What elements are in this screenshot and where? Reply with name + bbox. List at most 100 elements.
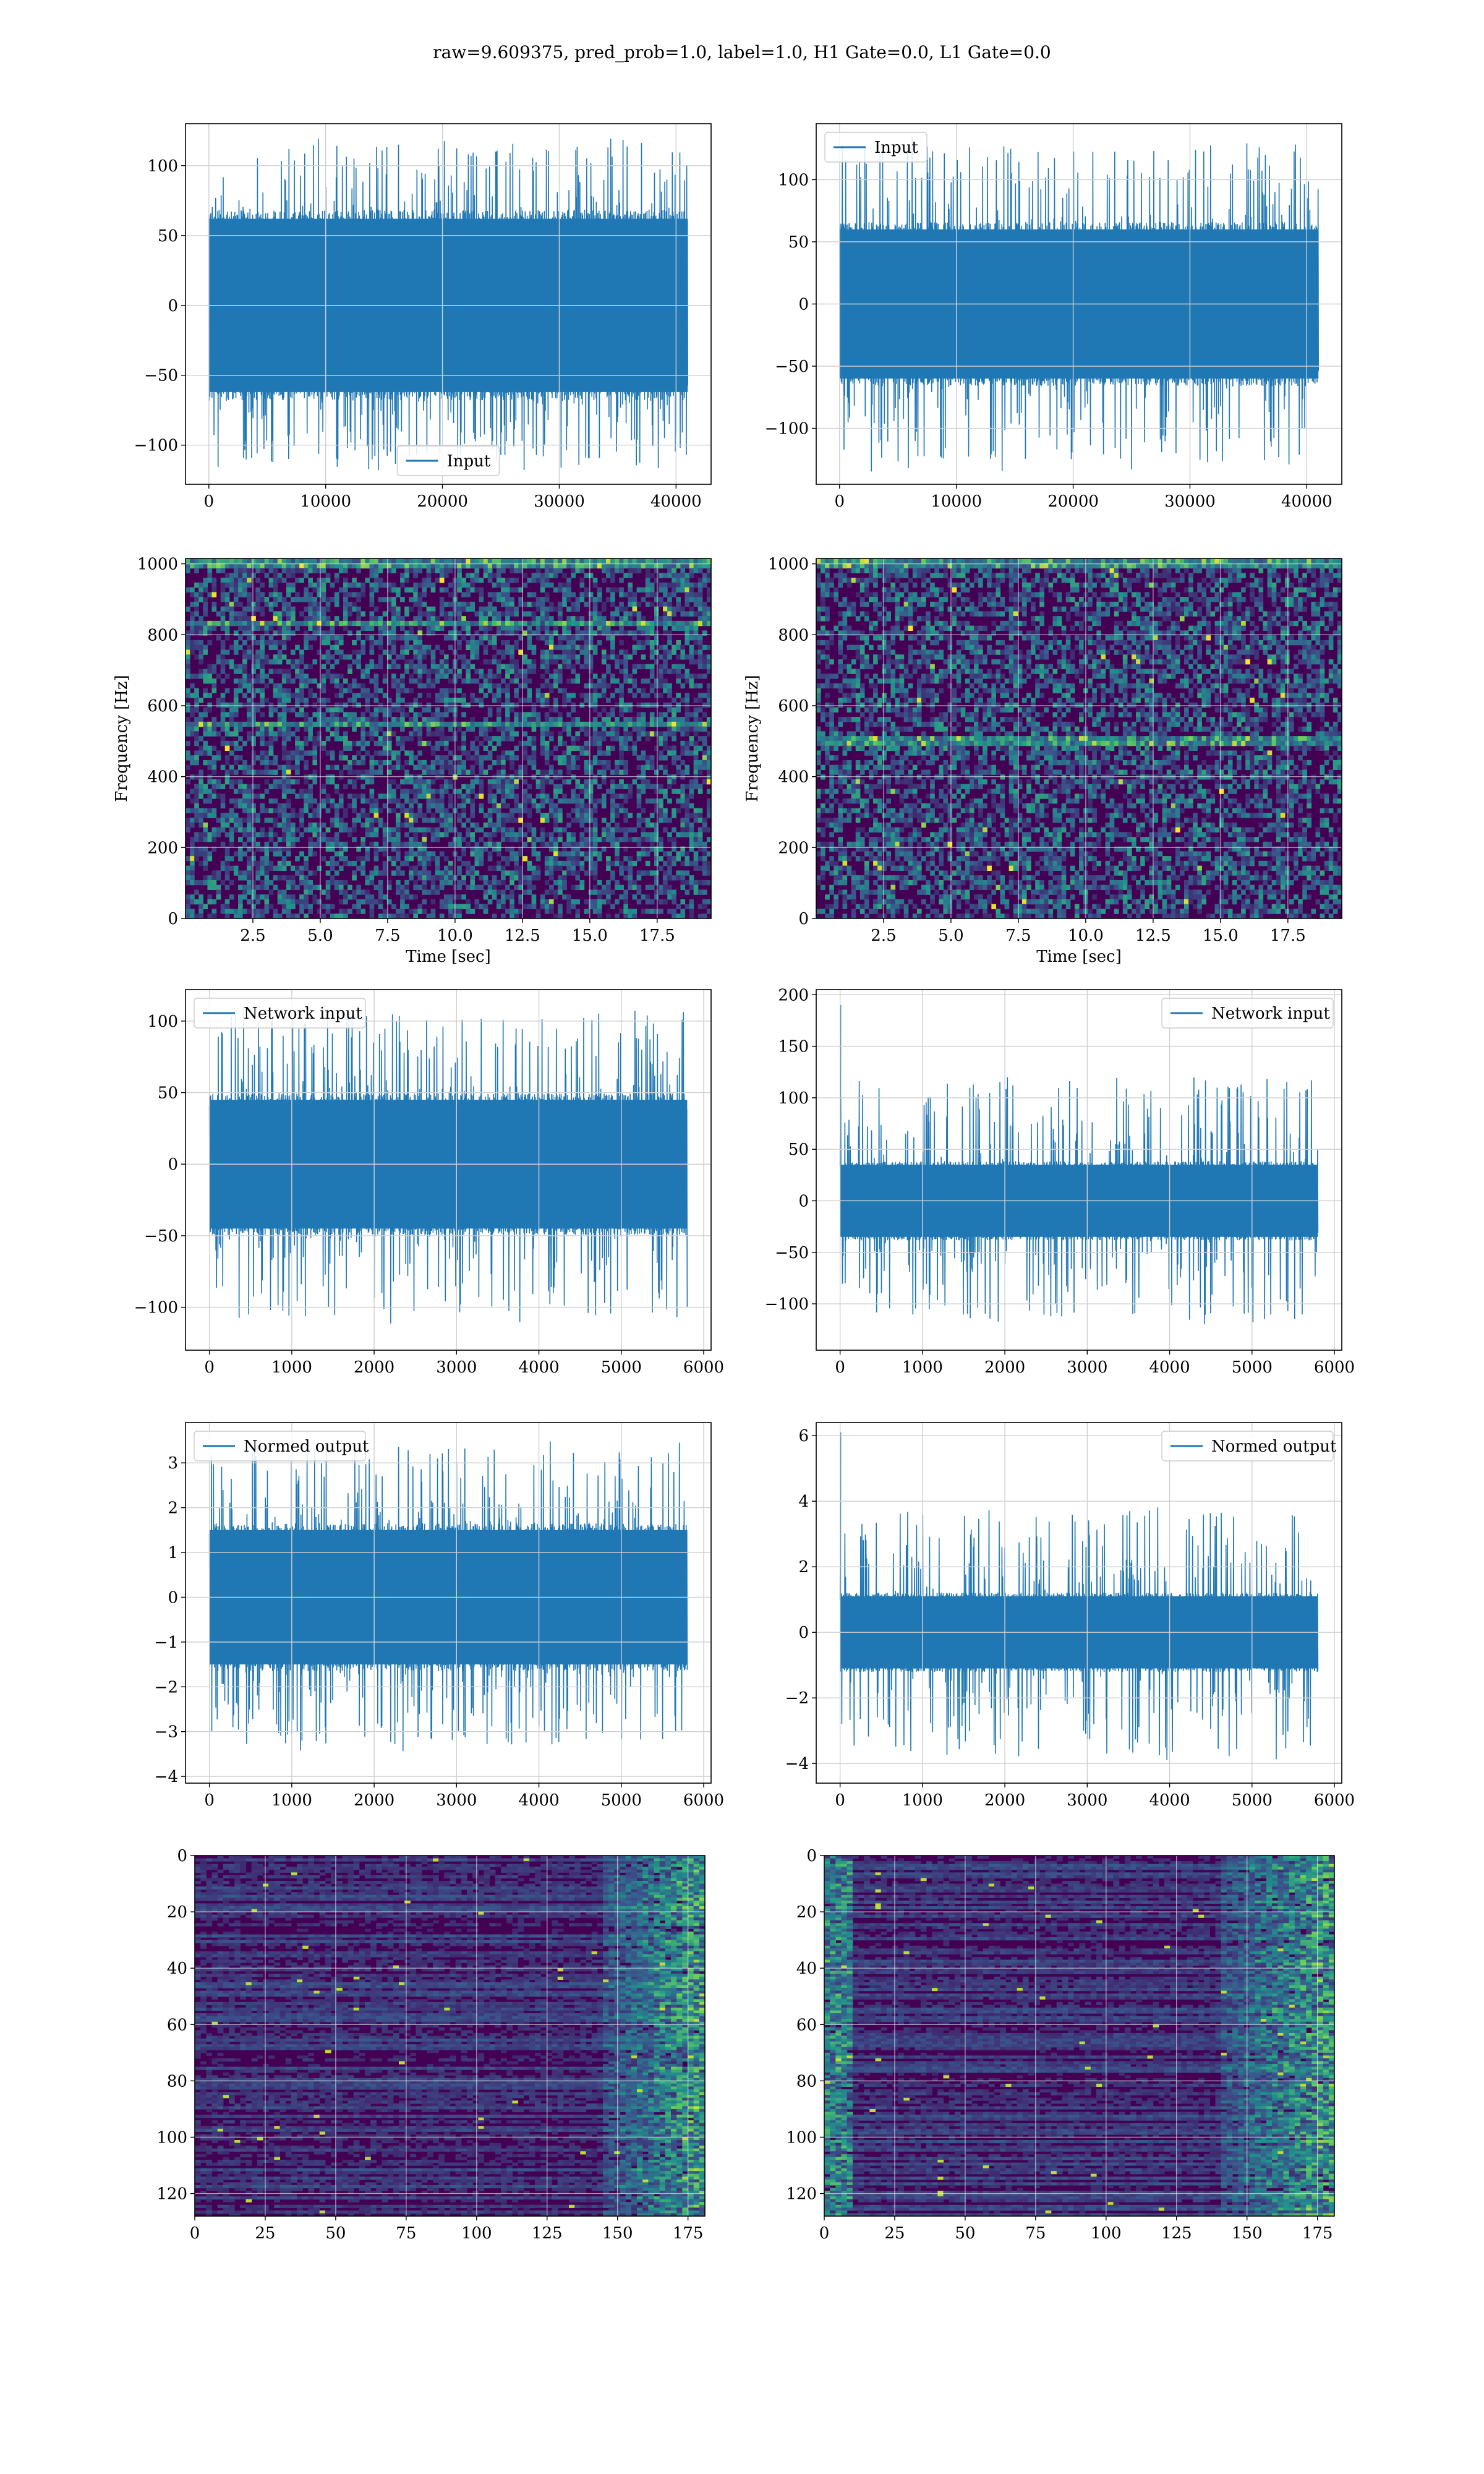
- x-tick-label: 1000: [902, 1358, 943, 1377]
- y-tick-label: 0: [177, 1847, 187, 1865]
- x-tick-label: 20000: [1047, 492, 1099, 511]
- grid: [816, 124, 1342, 484]
- plot-area: [824, 1856, 1334, 2216]
- y-tick-label: 150: [778, 1038, 809, 1056]
- y-tick-label: 4: [798, 1492, 809, 1511]
- series-line: [839, 1432, 1319, 1760]
- x-tick-label: 150: [1232, 2224, 1263, 2243]
- subplot-r3c0: 0 1000 2000 3000 4000 5000 6000 −4 −3 −2 −1 0 1 2 3 Nor…: [155, 1422, 724, 1810]
- y-tick-label: 600: [147, 697, 178, 716]
- y-tick-label: 20: [796, 1903, 817, 1922]
- y-tick-label: 0: [798, 1624, 809, 1642]
- y-tick-label: 2: [168, 1499, 178, 1518]
- x-tick-label: 150: [602, 2224, 633, 2243]
- axes-frame: [185, 1422, 712, 1784]
- y-tick-label: −4: [155, 1768, 178, 1786]
- tick-labels: 0 25 50 75 100 125 150 175 0 20 40 60 80 100 120: [786, 1847, 1333, 2243]
- x-tick-label: 6000: [1314, 1358, 1355, 1377]
- x-tick-label: 4000: [518, 1358, 559, 1377]
- y-tick-label: 6: [798, 1427, 809, 1445]
- y-tick-label: −2: [155, 1678, 178, 1697]
- x-tick-label: 2000: [354, 1358, 394, 1377]
- y-tick-label: −4: [785, 1755, 809, 1773]
- x-tick-label: 5.0: [938, 927, 963, 945]
- subplot-r4c0: 0 25 50 75 100 125 150 175 0 20 40 60 80 100 120: [156, 1847, 706, 2243]
- x-tick-label: 5000: [601, 1358, 642, 1377]
- x-tick-label: 1000: [902, 1791, 943, 1810]
- tick-labels: 2.5 5.0 7.5 10.0 12.5 15.0 17.5 0 200 400 600 800 10…: [137, 555, 675, 945]
- y-tick-label: −50: [144, 1227, 178, 1246]
- heatmap-cells: [195, 1856, 705, 2216]
- x-tick-label: 4000: [1149, 1791, 1190, 1810]
- y-tick-label: 100: [156, 2128, 187, 2147]
- y-tick-label: 800: [778, 626, 809, 644]
- y-tick-label: 1: [168, 1544, 178, 1562]
- subplot-r1c0: 2.5 5.0 7.5 10.0 12.5 15.0 17.5 0 200 400 600 800 10…: [113, 555, 712, 966]
- x-tick-label: 5.0: [307, 927, 333, 945]
- x-tick-label: 4000: [518, 1791, 559, 1810]
- legend-box: [194, 998, 366, 1029]
- x-tick-label: 125: [1161, 2224, 1192, 2243]
- x-tick-label: 175: [1302, 2224, 1333, 2243]
- legend-box: [824, 132, 927, 163]
- y-tick-label: 100: [147, 157, 178, 176]
- x-tick-label: 1000: [271, 1358, 312, 1377]
- y-tick-label: 80: [796, 2072, 817, 2091]
- axes-frame: [816, 558, 1342, 919]
- y-tick-label: 120: [786, 2185, 817, 2204]
- x-tick-label: 75: [1025, 2224, 1046, 2243]
- axes-frame: [185, 558, 712, 919]
- y-tick-label: 0: [168, 910, 178, 928]
- x-tick-label: 0: [204, 492, 215, 511]
- x-axis-label: Time [sec]: [406, 948, 491, 966]
- tick-labels: 0 1000 2000 3000 4000 5000 6000 −100 −50 0 50 100: [134, 1012, 725, 1377]
- y-tick-label: 60: [167, 2016, 187, 2034]
- subplot-r2c1: 0 1000 2000 3000 4000 5000 6000 −100 −50 0 50 100 15…: [765, 986, 1355, 1377]
- y-tick-label: 400: [778, 768, 809, 787]
- y-tick-label: −100: [134, 437, 178, 455]
- legend: Input: [396, 445, 500, 476]
- y-tick-label: 600: [778, 697, 809, 716]
- grid: [816, 990, 1342, 1350]
- tick-labels: 0 10000 20000 30000 40000 −100 −50 0 50 100: [134, 157, 702, 511]
- axes-frame: [824, 1855, 1335, 2217]
- x-tick-label: 5000: [1232, 1358, 1273, 1377]
- subplot-r0c0: 0 10000 20000 30000 40000 −100 −50 0 50 100 Input: [134, 123, 712, 511]
- y-tick-label: −1: [155, 1633, 178, 1652]
- x-tick-label: 0: [835, 1358, 845, 1377]
- y-tick-label: 0: [168, 297, 178, 315]
- legend-label: Input: [874, 139, 918, 157]
- subplot-r3c1: 0 1000 2000 3000 4000 5000 6000 −4 −2 0 2 4 6 Normed …: [785, 1422, 1355, 1810]
- y-tick-label: 120: [156, 2185, 187, 2204]
- x-tick-label: 5000: [1232, 1791, 1273, 1810]
- x-tick-label: 3000: [436, 1791, 477, 1810]
- x-tick-label: 12.5: [1135, 927, 1171, 945]
- y-tick-label: −50: [775, 1244, 809, 1262]
- subplot-r1c1: 2.5 5.0 7.5 10.0 12.5 15.0 17.5 0 200 400 600 800 10…: [743, 555, 1342, 966]
- y-tick-label: 100: [786, 2128, 817, 2147]
- grid: [824, 1855, 1334, 2216]
- series-line: [839, 1004, 1319, 1324]
- y-tick-label: 40: [167, 1959, 187, 1978]
- x-tick-label: 50: [325, 2224, 346, 2243]
- x-tick-label: 2000: [354, 1791, 394, 1810]
- y-tick-label: 200: [778, 986, 809, 1004]
- y-tick-label: 0: [168, 1588, 178, 1607]
- y-tick-label: 80: [167, 2072, 187, 2091]
- y-tick-label: 800: [147, 626, 178, 644]
- y-tick-label: −100: [765, 420, 809, 439]
- y-tick-label: 200: [147, 839, 178, 857]
- figure-title: raw=9.609375, pred_prob=1.0, label=1.0, …: [0, 42, 1484, 62]
- grid: [186, 1423, 711, 1783]
- heatmap-cells: [816, 559, 1342, 918]
- y-tick-label: −50: [775, 357, 809, 376]
- y-tick-label: 0: [798, 296, 809, 314]
- x-tick-label: 17.5: [639, 927, 675, 945]
- legend-box: [396, 445, 500, 476]
- axes-frame: [185, 123, 712, 485]
- heatmap-cells: [186, 559, 711, 918]
- x-axis-label: Time [sec]: [1036, 948, 1122, 966]
- plot-area: [839, 1004, 1319, 1324]
- x-tick-label: 75: [396, 2224, 416, 2243]
- y-tick-label: −50: [144, 367, 178, 385]
